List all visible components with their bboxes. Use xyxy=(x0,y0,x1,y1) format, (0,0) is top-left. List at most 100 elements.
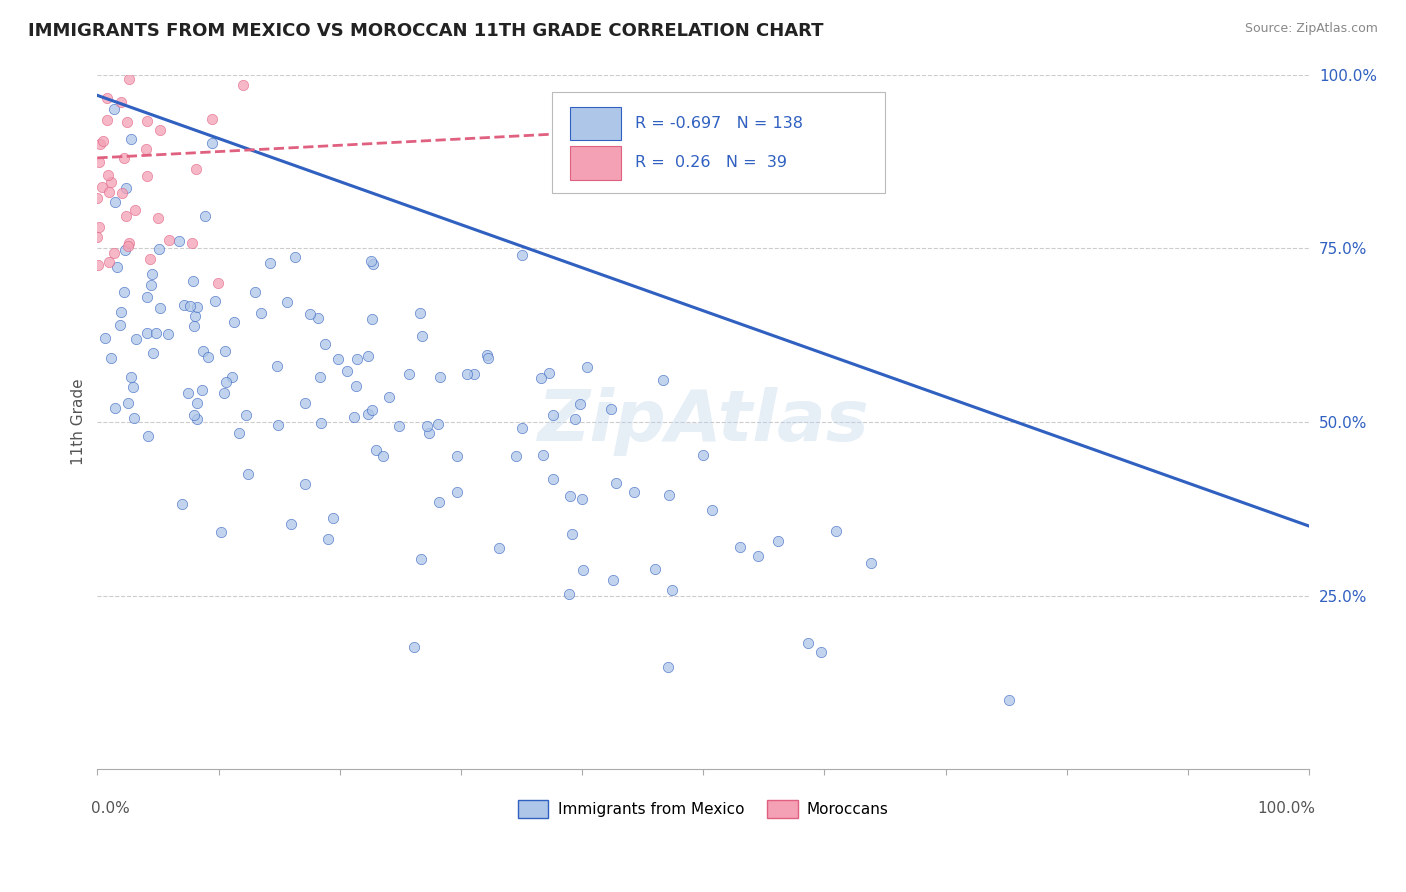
Point xyxy=(475,347,498,361)
Point xyxy=(825,524,848,539)
Point xyxy=(747,549,769,563)
Point xyxy=(212,386,235,401)
Point xyxy=(110,95,132,110)
Point xyxy=(605,475,627,490)
Point xyxy=(170,497,193,511)
Point xyxy=(138,252,160,266)
Text: ZipAtlas: ZipAtlas xyxy=(537,387,869,457)
Point xyxy=(541,472,564,486)
Point xyxy=(488,541,510,556)
Point xyxy=(167,234,190,248)
Point xyxy=(294,396,316,410)
Point xyxy=(100,59,122,73)
Point xyxy=(228,425,250,440)
Point xyxy=(700,503,723,517)
Point xyxy=(209,524,232,539)
Point xyxy=(236,467,259,481)
Point xyxy=(186,412,208,426)
Point xyxy=(768,533,790,548)
Point xyxy=(531,448,554,462)
Point xyxy=(222,315,245,329)
Point xyxy=(136,169,159,183)
Point xyxy=(110,318,132,332)
Point xyxy=(127,45,149,59)
Point xyxy=(728,541,751,555)
Point xyxy=(183,408,205,422)
Text: 100.0%: 100.0% xyxy=(1257,800,1315,815)
Point xyxy=(576,359,599,374)
Point xyxy=(997,693,1019,707)
Point xyxy=(89,136,111,151)
Point xyxy=(644,562,666,576)
Point xyxy=(136,114,159,128)
Point xyxy=(235,409,257,423)
Point xyxy=(112,285,135,299)
Point xyxy=(560,489,582,503)
Text: Source: ZipAtlas.com: Source: ZipAtlas.com xyxy=(1244,22,1378,36)
Point xyxy=(157,326,180,341)
Point xyxy=(363,257,385,271)
Point xyxy=(427,495,450,509)
Point xyxy=(142,346,165,360)
Point xyxy=(183,318,205,333)
Point xyxy=(416,418,439,433)
Point xyxy=(314,336,336,351)
Point xyxy=(463,367,485,381)
Point xyxy=(276,294,298,309)
Point xyxy=(145,326,167,340)
Point xyxy=(378,390,401,404)
Point xyxy=(118,71,141,86)
Point xyxy=(309,370,332,384)
Point xyxy=(173,298,195,312)
Point xyxy=(294,476,316,491)
Point xyxy=(266,359,288,374)
Point xyxy=(122,410,145,425)
Point xyxy=(141,277,163,292)
Point xyxy=(125,332,148,346)
Point xyxy=(100,175,122,189)
Point xyxy=(191,383,214,397)
Point xyxy=(180,236,202,251)
Point xyxy=(186,396,208,410)
Point xyxy=(322,511,344,525)
Point xyxy=(214,343,236,358)
FancyBboxPatch shape xyxy=(569,146,621,179)
Point xyxy=(512,248,534,262)
Point xyxy=(398,367,420,381)
Point xyxy=(149,301,172,315)
Point xyxy=(181,274,204,288)
Text: R = -0.697   N = 138: R = -0.697 N = 138 xyxy=(636,116,803,131)
FancyBboxPatch shape xyxy=(551,92,884,193)
Point xyxy=(623,485,645,500)
Point xyxy=(537,367,560,381)
Point xyxy=(114,209,136,223)
Point xyxy=(103,195,125,210)
Point xyxy=(110,305,132,319)
Point xyxy=(207,276,229,290)
Point xyxy=(97,186,120,200)
Y-axis label: 11th Grade: 11th Grade xyxy=(72,378,86,466)
Point xyxy=(186,300,208,314)
Point xyxy=(201,136,224,151)
Point xyxy=(115,115,138,129)
Point xyxy=(87,258,110,272)
Point xyxy=(194,209,217,223)
Point xyxy=(184,309,207,323)
Point xyxy=(510,421,533,435)
Text: IMMIGRANTS FROM MEXICO VS MOROCCAN 11TH GRADE CORRELATION CHART: IMMIGRANTS FROM MEXICO VS MOROCCAN 11TH … xyxy=(28,22,824,40)
Point xyxy=(184,161,207,176)
Point xyxy=(146,211,169,226)
Point xyxy=(135,326,157,340)
Point xyxy=(197,350,219,364)
Point xyxy=(91,134,114,148)
Point xyxy=(342,409,364,424)
Point xyxy=(409,306,432,320)
Legend: Immigrants from Mexico, Moroccans: Immigrants from Mexico, Moroccans xyxy=(512,795,894,824)
Point xyxy=(201,112,224,127)
Point xyxy=(658,488,681,502)
Point xyxy=(309,416,332,430)
Point xyxy=(141,267,163,281)
Point xyxy=(446,485,468,500)
Point xyxy=(104,401,127,415)
Point xyxy=(446,449,468,463)
